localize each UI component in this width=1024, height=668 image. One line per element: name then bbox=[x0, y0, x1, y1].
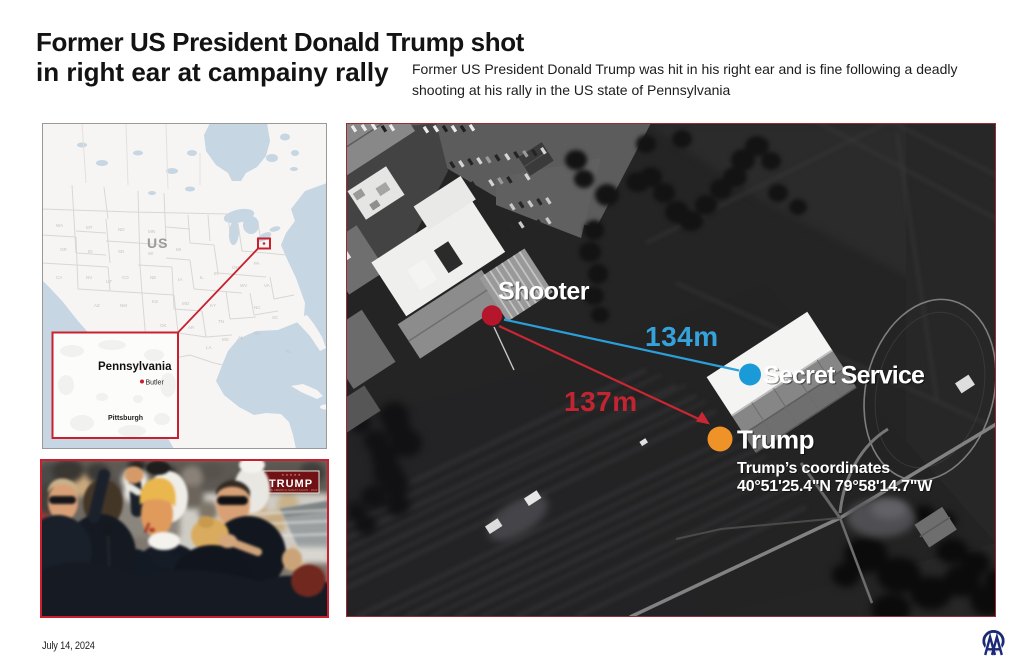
svg-text:US: US bbox=[147, 235, 168, 251]
svg-text:NM: NM bbox=[120, 303, 127, 308]
svg-text:Butler: Butler bbox=[146, 380, 165, 387]
svg-text:MT: MT bbox=[86, 225, 93, 230]
svg-text:OH: OH bbox=[232, 265, 239, 270]
svg-text:NE: NE bbox=[150, 275, 156, 280]
svg-text:AR: AR bbox=[188, 325, 195, 330]
svg-text:LA: LA bbox=[206, 345, 212, 350]
svg-text:WV: WV bbox=[240, 283, 247, 288]
svg-text:CO: CO bbox=[122, 275, 129, 280]
svg-text:TRUMP: TRUMP bbox=[269, 478, 313, 490]
svg-text:SD: SD bbox=[118, 249, 125, 254]
svg-text:IA: IA bbox=[178, 277, 182, 282]
svg-text:CA: CA bbox=[56, 275, 62, 280]
svg-text:Trump: Trump bbox=[737, 425, 814, 455]
svg-text:WA: WA bbox=[56, 223, 63, 228]
svg-text:KY: KY bbox=[210, 303, 216, 308]
svg-text:137m: 137m bbox=[564, 386, 638, 417]
svg-text:TN: TN bbox=[218, 319, 224, 324]
svg-text:Shooter: Shooter bbox=[498, 278, 590, 306]
svg-text:Shooter: Shooter bbox=[499, 279, 591, 307]
svg-text:40°51'25.4"N 79°58'14.7"W: 40°51'25.4"N 79°58'14.7"W bbox=[737, 478, 933, 495]
svg-text:OK: OK bbox=[160, 323, 167, 328]
svg-text:VA: VA bbox=[264, 283, 270, 288]
svg-text:AZ: AZ bbox=[94, 303, 100, 308]
svg-text:WI: WI bbox=[148, 251, 154, 256]
svg-text:MI: MI bbox=[176, 247, 181, 252]
svg-text:SC: SC bbox=[272, 315, 279, 320]
svg-text:MAKE AMERICA GREAT AGAIN · 202: MAKE AMERICA GREAT AGAIN · 2024 bbox=[265, 488, 318, 492]
svg-text:134m: 134m bbox=[645, 321, 719, 352]
svg-text:NC: NC bbox=[254, 305, 261, 310]
svg-text:PA: PA bbox=[254, 261, 260, 266]
svg-text:OR: OR bbox=[60, 247, 68, 252]
svg-text:IL: IL bbox=[200, 275, 204, 280]
svg-text:MN: MN bbox=[148, 229, 155, 234]
svg-text:MS: MS bbox=[222, 337, 229, 342]
svg-text:Pennsylvania: Pennsylvania bbox=[98, 361, 172, 373]
svg-text:FL: FL bbox=[286, 349, 292, 354]
svg-text:Trump’s coordinates: Trump’s coordinates bbox=[737, 460, 890, 477]
svg-text:ND: ND bbox=[118, 227, 125, 232]
svg-text:GA: GA bbox=[254, 331, 261, 336]
svg-text:Pittsburgh: Pittsburgh bbox=[108, 415, 143, 422]
svg-text:MO: MO bbox=[182, 301, 190, 306]
svg-text:★ ★ ★ ★ ★: ★ ★ ★ ★ ★ bbox=[281, 473, 301, 477]
svg-text:Secret Service: Secret Service bbox=[763, 362, 925, 390]
svg-text:Trump’s coordinates: Trump’s coordinates bbox=[738, 461, 891, 478]
svg-text:IN: IN bbox=[214, 271, 219, 276]
svg-text:AL: AL bbox=[238, 335, 244, 340]
svg-text:UT: UT bbox=[106, 279, 112, 284]
svg-text:40°51'25.4"N 79°58'14.7"W: 40°51'25.4"N 79°58'14.7"W bbox=[738, 479, 934, 496]
svg-text:Trump: Trump bbox=[738, 426, 815, 456]
svg-text:NV: NV bbox=[86, 275, 92, 280]
svg-text:KS: KS bbox=[152, 299, 158, 304]
svg-text:ID: ID bbox=[88, 249, 93, 254]
svg-text:Secret Service: Secret Service bbox=[764, 363, 926, 391]
